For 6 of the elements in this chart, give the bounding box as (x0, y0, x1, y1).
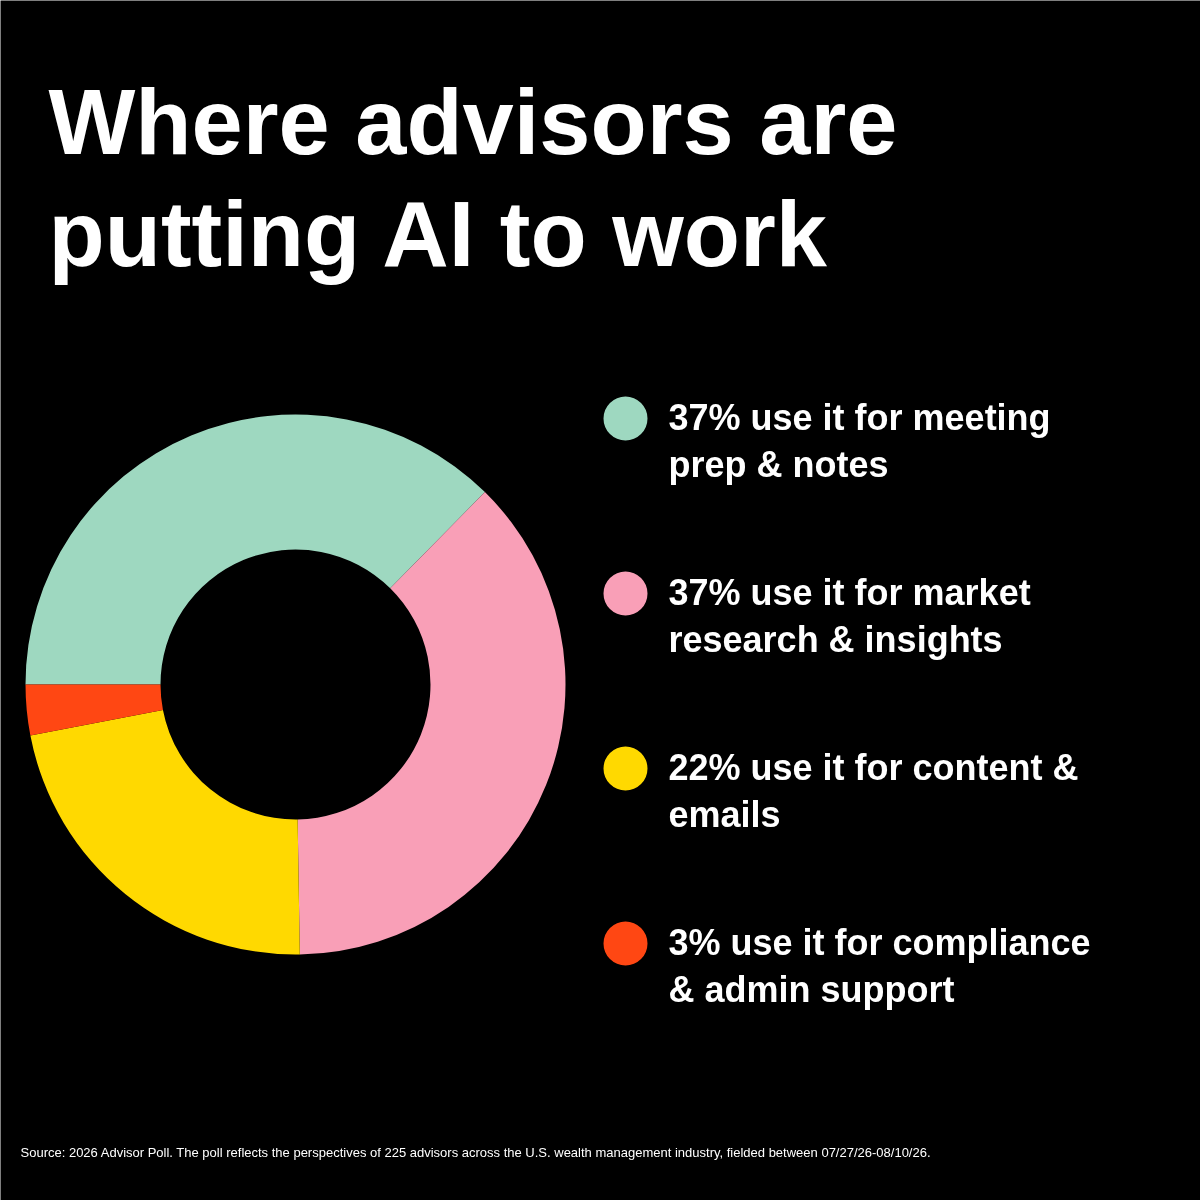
legend-label: 22% use it for content & emails (668, 746, 1079, 835)
legend-label: 37% use it for meeting prep & notes (668, 396, 1051, 485)
legend-label: 3% use it for compliance & admin support (668, 921, 1091, 1010)
legend-label: 37% use it for market research & insights (668, 571, 1031, 660)
source-note: Source: 2026 Advisor Poll. The poll reflects the perspectives of 225 advisors across the U.S. wealth management industry, fielded between 07/27/26-08/10/26. (20, 1145, 931, 1160)
chart-title: Where advisors are putting AI to work (48, 70, 898, 285)
